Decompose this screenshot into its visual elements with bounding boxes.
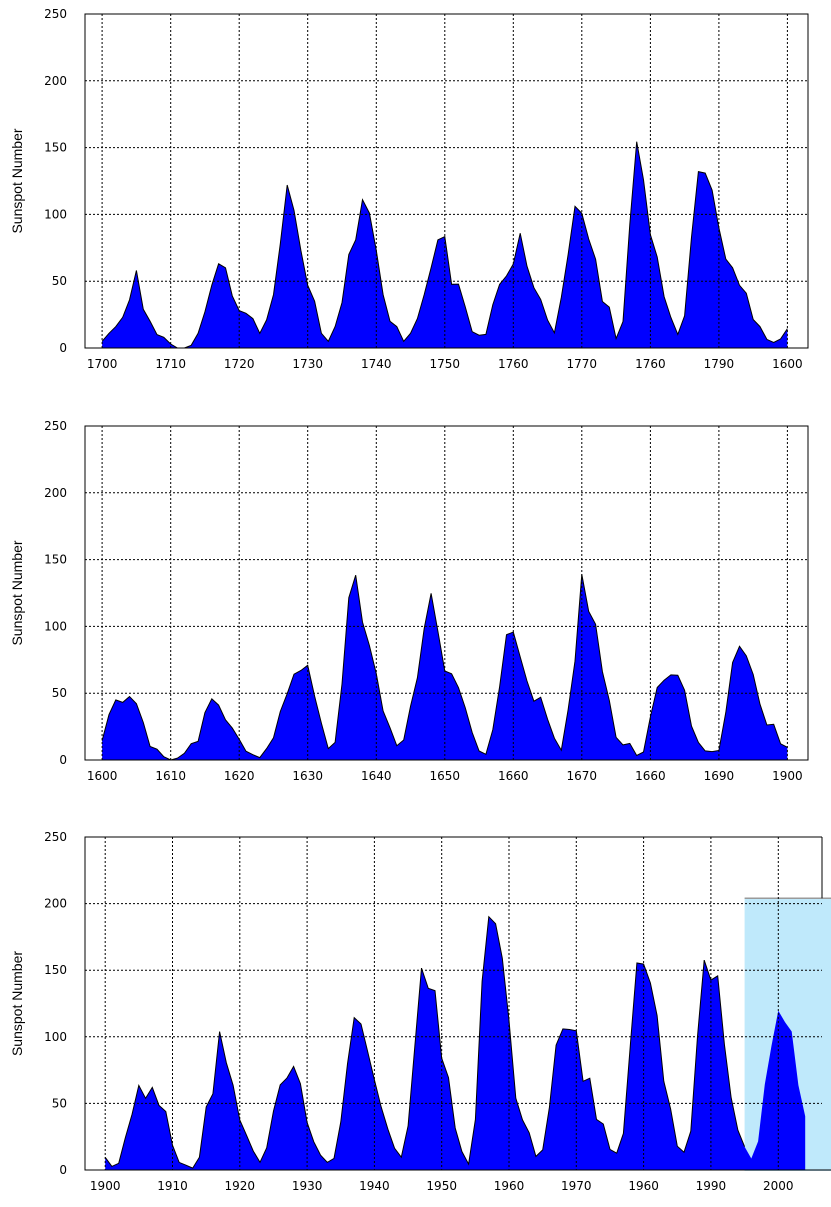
x-tick-label: 1790 xyxy=(704,357,735,371)
x-tick-label: 1610 xyxy=(155,769,186,783)
x-tick-label: 1900 xyxy=(772,769,803,783)
x-tick-label: 1730 xyxy=(292,357,323,371)
x-tick-label: 1900 xyxy=(90,1179,121,1193)
plot-frame xyxy=(84,425,809,761)
x-tick-label: 1910 xyxy=(157,1179,188,1193)
x-tick-label: 1690 xyxy=(704,769,735,783)
x-tick-label: 1760 xyxy=(635,357,666,371)
x-tick-label: 1660 xyxy=(498,769,529,783)
y-tick-label: 0 xyxy=(59,1163,67,1177)
y-tick-label: 100 xyxy=(44,619,67,633)
x-tick-label: 1970 xyxy=(561,1179,592,1193)
y-tick-label: 50 xyxy=(52,274,67,288)
x-tick-label: 1940 xyxy=(359,1179,390,1193)
x-tick-label: 1620 xyxy=(224,769,255,783)
x-tick-label: 1990 xyxy=(696,1179,727,1193)
x-tick-label: 1650 xyxy=(430,769,461,783)
y-axis-label: Sunspot Number xyxy=(9,128,25,233)
y-tick-label: 100 xyxy=(44,207,67,221)
x-tick-label: 2000 xyxy=(763,1179,794,1193)
sunspot-outline xyxy=(101,141,788,349)
sunspot-area xyxy=(105,916,806,1170)
y-tick-label: 200 xyxy=(44,486,67,500)
x-tick-label: 1740 xyxy=(361,357,392,371)
y-tick-label: 0 xyxy=(59,753,67,767)
y-tick-label: 100 xyxy=(44,1030,67,1044)
x-tick-label: 1930 xyxy=(292,1179,323,1193)
x-tick-label: 1670 xyxy=(567,769,598,783)
y-tick-label: 200 xyxy=(44,897,67,911)
x-tick-label: 1600 xyxy=(87,769,118,783)
y-tick-label: 200 xyxy=(44,74,67,88)
x-tick-label: 1630 xyxy=(292,769,323,783)
plot-frame xyxy=(84,836,831,1171)
x-tick-label: 1640 xyxy=(361,769,392,783)
chart-panel-2: 0 50 100 150 200 250 1600 1610 1620 1630 1640 1650 1… xyxy=(9,419,809,783)
x-tick-label: 1950 xyxy=(426,1179,457,1193)
x-tick-label: 1720 xyxy=(224,357,255,371)
y-axis-label: Sunspot Number xyxy=(9,951,25,1056)
x-tick-label: 1760 xyxy=(498,357,529,371)
x-tick-label: 1960 xyxy=(628,1179,659,1193)
plot-frame xyxy=(84,13,809,349)
x-tick-label: 1920 xyxy=(225,1179,256,1193)
x-tick-label: 1960 xyxy=(494,1179,525,1193)
y-tick-label: 50 xyxy=(52,686,67,700)
chart-panel-3: 0 50 100 150 200 250 1900 1910 1920 1930 1940 1950 1… xyxy=(9,830,831,1193)
x-tick-label: 1750 xyxy=(430,357,461,371)
y-tick-label: 0 xyxy=(59,341,67,355)
x-tick-label: 1700 xyxy=(87,357,118,371)
y-tick-label: 50 xyxy=(52,1096,67,1110)
x-tick-label: 1600 xyxy=(772,357,803,371)
y-tick-label: 250 xyxy=(44,830,67,844)
y-tick-label: 150 xyxy=(44,553,67,567)
y-axis-label: Sunspot Number xyxy=(9,540,25,645)
x-tick-label: 1770 xyxy=(567,357,598,371)
y-tick-label: 150 xyxy=(44,141,67,155)
x-tick-label: 1660 xyxy=(635,769,666,783)
x-tick-label: 1710 xyxy=(155,357,186,371)
y-tick-label: 150 xyxy=(44,963,67,977)
sunspot-outline xyxy=(104,915,746,1169)
chart-panel-1: 0 50 100 150 200 250 1700 1710 1720 1730 1740 1750 1… xyxy=(9,7,809,371)
y-tick-label: 250 xyxy=(44,419,67,433)
y-tick-label: 250 xyxy=(44,7,67,21)
